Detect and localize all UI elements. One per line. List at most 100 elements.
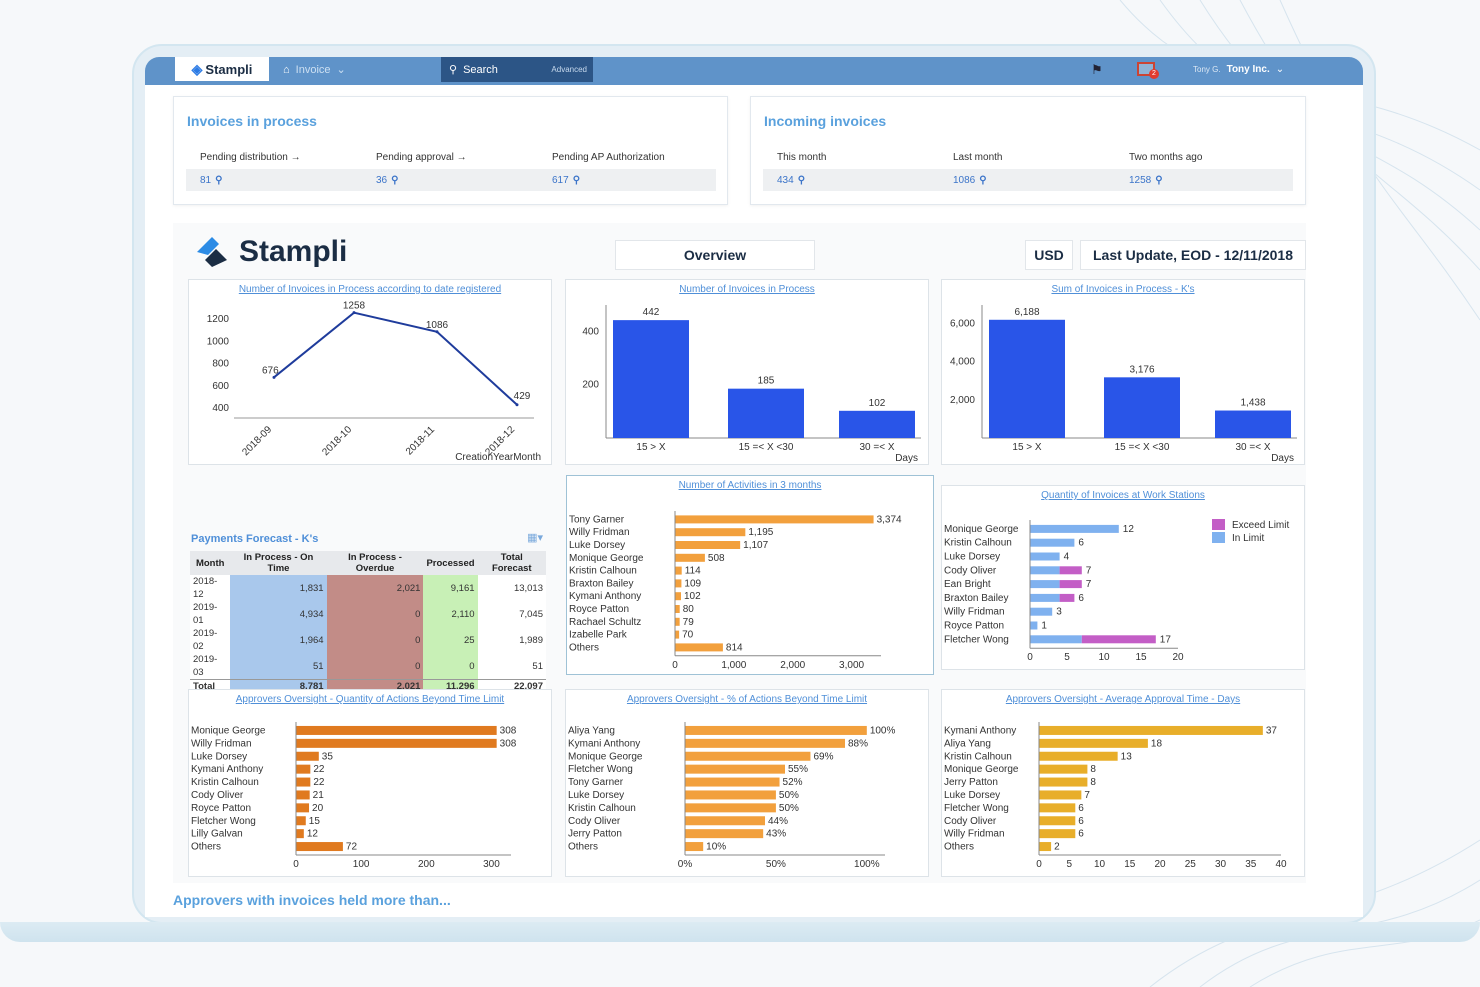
kpi-value[interactable]: 1258 ⚲: [1115, 175, 1291, 186]
table-cell: 2019-01: [190, 601, 231, 627]
table-cell: 13,013: [477, 575, 546, 601]
data-label: 814: [726, 642, 743, 653]
bar: [685, 803, 776, 813]
category-label: Willy Fridman: [191, 738, 252, 749]
payments-forecast-panel: Payments Forecast - K's ▦▾ Month In Proc…: [188, 529, 551, 693]
table-cell: 0: [423, 653, 478, 680]
table-row: 2019-02 1,964 0 25 1,989: [190, 627, 546, 653]
column-header[interactable]: Total Forecast: [477, 551, 546, 575]
category-label: Others: [944, 842, 974, 853]
x-tick-label: 0%: [678, 859, 693, 870]
kpi-value[interactable]: 36 ⚲: [362, 175, 538, 186]
stampli-logo[interactable]: ◈ Stampli: [175, 57, 269, 81]
bar: [675, 515, 874, 524]
app-screen: ◈ Stampli ⌂ Invoice ⌄ ⚲ Search Advanced …: [145, 57, 1363, 917]
bar-segment: [1030, 538, 1075, 547]
workstations-bar-chart: Monique George 12 Kristin Calhoun 6 Luke Dor…: [944, 519, 1289, 663]
legend-label: Exceed Limit: [1232, 520, 1289, 531]
bar-segment: [1081, 635, 1156, 644]
x-tick-label: 2018-10: [320, 424, 354, 458]
bar-segment: [1030, 607, 1053, 616]
currency-selector[interactable]: USD: [1025, 240, 1073, 270]
table-cell: 0: [326, 601, 424, 627]
table-row: 2019-01 4,934 0 2,110 7,045: [190, 601, 546, 627]
data-label: 12: [307, 829, 319, 840]
data-label: 6: [1078, 538, 1084, 549]
bar: [685, 764, 785, 774]
search-box[interactable]: ⚲ Search Advanced: [441, 57, 593, 82]
data-label: 80: [683, 604, 695, 615]
data-label: 18: [1151, 738, 1163, 749]
kpi-value[interactable]: 434 ⚲: [763, 175, 939, 186]
kpi-header[interactable]: Last month: [953, 152, 1003, 163]
data-label: 102: [684, 591, 701, 602]
bar: [675, 541, 741, 549]
y-tick-label: 600: [212, 381, 229, 392]
data-label: 308: [500, 738, 517, 749]
stampli-logo-icon: [197, 237, 227, 267]
x-tick-label: 15: [1135, 652, 1147, 663]
search-icon: ⚲: [572, 174, 581, 186]
kpi-header[interactable]: Pending approval →: [376, 152, 467, 163]
column-header[interactable]: Processed: [423, 551, 478, 575]
approvers-qty-panel: Approvers Oversight - Quantity of Action…: [188, 689, 552, 877]
bar: [296, 790, 310, 800]
kpi-header[interactable]: Pending distribution →: [200, 152, 301, 163]
category-label: Rachael Schultz: [569, 617, 641, 628]
table-options-icon[interactable]: ▦▾: [527, 532, 543, 544]
category-label: Aliya Yang: [568, 725, 615, 736]
activities-bar-chart: Tony Garner 3,374 Willy Fridman 1,195 Luke D…: [569, 511, 902, 671]
x-tick-label: 300: [483, 859, 500, 870]
bar: [1039, 751, 1118, 761]
bar: [685, 829, 764, 839]
kpi-number: 1086: [953, 174, 976, 186]
flag-icon[interactable]: ⚑: [1091, 62, 1103, 77]
search-icon: ⚲: [979, 174, 987, 186]
invoice-nav-dropdown[interactable]: ⌂ Invoice ⌄: [283, 63, 346, 77]
kpi-header[interactable]: This month: [777, 152, 827, 163]
kpi-value[interactable]: 81 ⚲: [186, 175, 362, 186]
data-label: 70: [682, 630, 694, 641]
kpi-header[interactable]: Pending AP Authorization: [552, 152, 665, 163]
count-bar-panel: Number of Invoices in Process 200 400 442 1…: [565, 279, 929, 465]
y-tick-label: 1000: [207, 336, 230, 347]
column-header[interactable]: In Process - Overdue: [326, 551, 424, 575]
column-header[interactable]: In Process - On Time: [230, 551, 327, 575]
kpi-value[interactable]: 1086 ⚲: [939, 175, 1115, 186]
bar: [1039, 764, 1088, 774]
data-label: 8: [1090, 764, 1096, 775]
legend-label: In Limit: [1232, 533, 1264, 544]
advanced-search-link[interactable]: Advanced: [551, 65, 587, 74]
bar: [296, 738, 497, 748]
category-label: Kristin Calhoun: [944, 751, 1012, 762]
x-axis-label: CreationYearMonth: [455, 452, 541, 463]
incoming-invoices-card: Incoming invoices This month Last month …: [750, 96, 1306, 205]
bar: [1039, 829, 1076, 839]
category-label: Others: [568, 842, 598, 853]
table-cell: 0: [326, 653, 424, 680]
category-label: Cody Oliver: [568, 816, 621, 827]
bar: [296, 777, 311, 787]
line-chart-panel: Number of Invoices in Process according …: [188, 279, 552, 465]
column-header[interactable]: Month: [190, 551, 231, 575]
chart-title: Approvers Oversight - Average Approval T…: [1005, 694, 1241, 705]
x-tick-label: 2018-11: [404, 424, 438, 458]
x-tick-label: 10: [1094, 859, 1106, 870]
kpi-header[interactable]: Two months ago: [1129, 152, 1203, 163]
x-tick-label: 0: [293, 859, 299, 870]
x-tick-label: 100: [353, 859, 370, 870]
home-icon: ⌂: [283, 63, 290, 76]
category-label: Jerry Patton: [568, 829, 622, 840]
bar: [675, 528, 746, 537]
user-menu[interactable]: Tony G. Tony Inc. ⌄: [1193, 64, 1284, 75]
x-tick-label: 1,000: [721, 660, 746, 671]
data-label: 4: [1064, 552, 1070, 563]
category-label: Fletcher Wong: [568, 764, 633, 775]
table-cell: 1,989: [477, 627, 546, 653]
laptop-base: [0, 922, 1480, 942]
tab-overview[interactable]: Overview: [615, 240, 815, 270]
activities-panel: Number of Activities in 3 months Tony Ga…: [566, 475, 934, 675]
kpi-value[interactable]: 617 ⚲: [538, 175, 714, 186]
approvers-qty-bar-chart: Monique George 308 Willy Fridman 308 Luke Do…: [191, 722, 517, 870]
x-tick-label: 15: [1124, 859, 1136, 870]
